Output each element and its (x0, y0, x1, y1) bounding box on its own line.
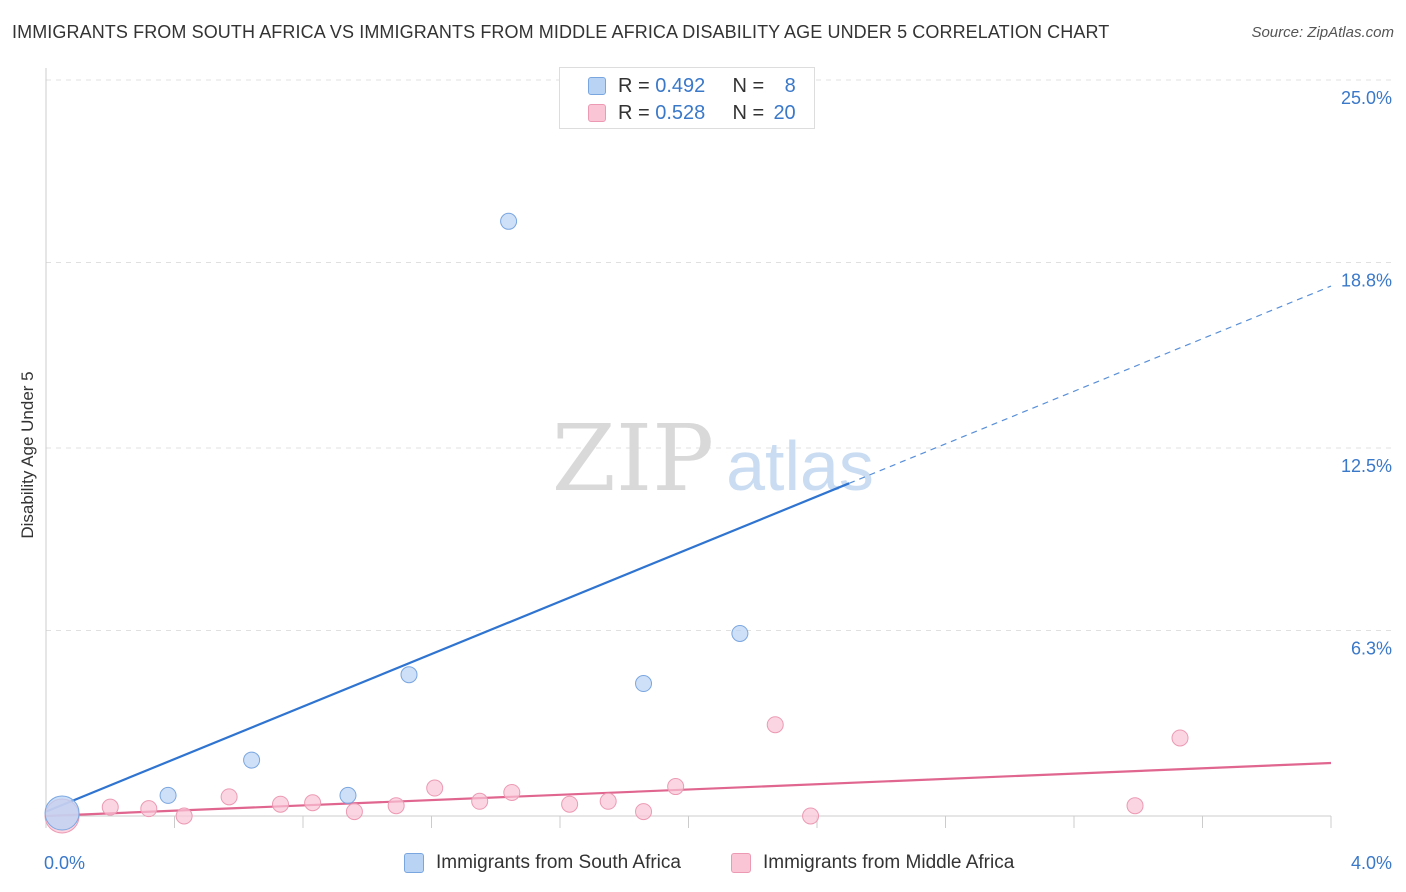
watermark-zip: ZIP (552, 405, 714, 512)
legend-n-label: N = (732, 102, 770, 124)
x-tick-label: 4.0% (1351, 853, 1392, 873)
point-middle-africa (667, 778, 685, 796)
y-tick-label: 18.8% (1341, 271, 1392, 291)
point-middle-africa (304, 794, 322, 812)
point-south-africa (731, 624, 749, 642)
axes (45, 68, 1332, 828)
point-south-africa (400, 666, 418, 684)
tick-labels: 6.3% 12.5% 18.8% 25.0% 0.0% 4.0% (44, 88, 1392, 873)
legend-r-value: 0.492 (655, 75, 706, 97)
point-middle-africa (1171, 729, 1189, 747)
point-middle-africa (561, 795, 579, 813)
point-south-africa (339, 786, 357, 804)
trend-line-middle-africa (45, 761, 1332, 818)
grid (46, 79, 1392, 632)
point-middle-africa (272, 795, 290, 813)
legend-n-value: 20 (773, 102, 796, 124)
legend-n-label: N = (732, 75, 770, 97)
point-middle-africa (471, 792, 489, 810)
point-middle-africa (387, 797, 405, 815)
point-south-africa (243, 751, 261, 769)
y-tick-label: 12.5% (1341, 456, 1392, 476)
point-middle-africa (635, 803, 653, 821)
point-middle-africa (140, 800, 158, 818)
x-tick-label: 0.0% (44, 853, 85, 873)
point-south-africa (159, 786, 177, 804)
point-middle-africa (426, 779, 444, 797)
correlation-legend: R = 0.492 N = 8 R = 0.528 N = 20 (559, 67, 815, 129)
watermark: ZIP atlas (552, 405, 874, 512)
bottom-legend-label-south-africa: Immigrants from South Africa (436, 852, 681, 873)
point-south-africa (500, 212, 518, 230)
point-middle-africa (802, 807, 820, 825)
legend-swatch-middle-africa (588, 104, 606, 122)
legend-r-label: R = (618, 102, 656, 124)
bottom-legend-swatch-south-africa (404, 853, 424, 873)
point-middle-africa (1126, 797, 1144, 815)
y-tick-label: 25.0% (1341, 88, 1392, 108)
point-middle-africa (220, 788, 238, 806)
point-middle-africa (175, 807, 193, 825)
source-label: Source: ZipAtlas.com (1251, 24, 1394, 41)
trend-line-south-africa-extension (848, 285, 1332, 484)
bottom-legend-label-middle-africa: Immigrants from Middle Africa (763, 852, 1015, 873)
point-middle-africa (345, 803, 363, 821)
bottom-legend-swatch-middle-africa (731, 853, 751, 873)
legend-r-value: 0.528 (655, 102, 706, 124)
point-south-africa (44, 795, 80, 831)
chart-title: IMMIGRANTS FROM SOUTH AFRICA VS IMMIGRAN… (12, 22, 1110, 42)
legend-r-label: R = (618, 75, 656, 97)
y-tick-label: 6.3% (1351, 639, 1392, 659)
legend-swatch-south-africa (588, 77, 606, 95)
point-middle-africa (599, 792, 617, 810)
point-middle-africa (503, 783, 521, 801)
watermark-atlas: atlas (726, 427, 874, 505)
point-south-africa (635, 675, 653, 693)
point-middle-africa (101, 798, 119, 816)
data-points (44, 212, 1189, 834)
trend-line-south-africa (45, 482, 850, 813)
point-middle-africa (766, 716, 784, 734)
trend-lines (45, 285, 1332, 818)
legend-n-value: 8 (784, 75, 796, 97)
